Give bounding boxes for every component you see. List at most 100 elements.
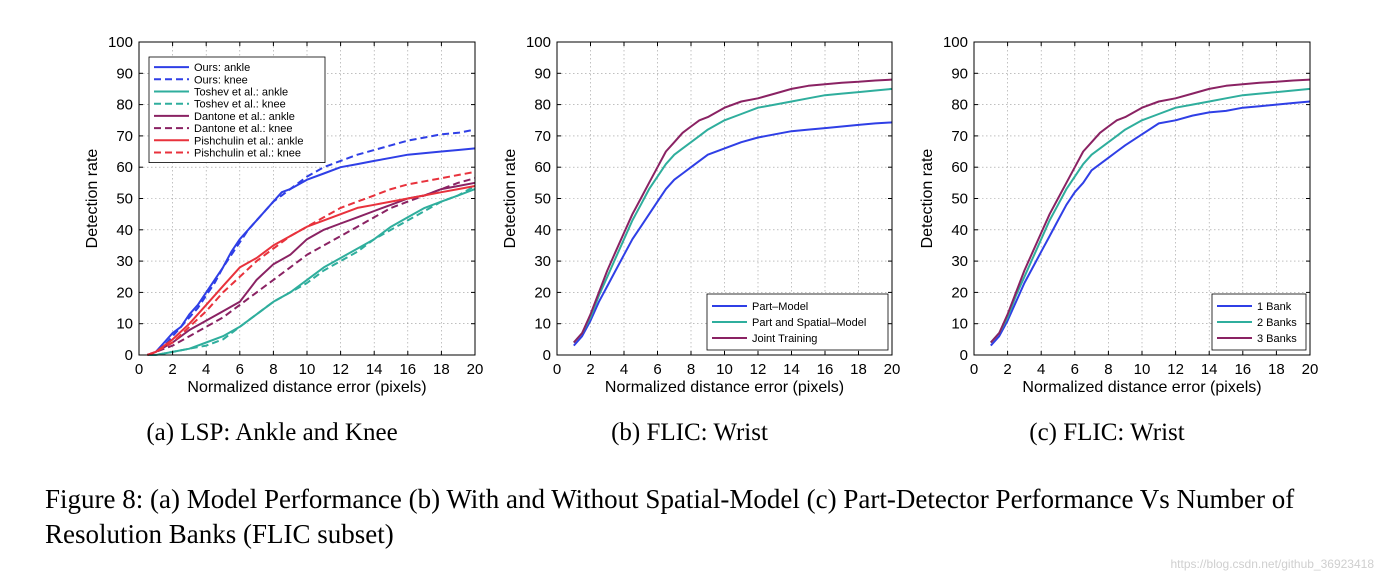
x-tick-label: 20	[884, 361, 901, 378]
series-line-3	[573, 78, 893, 344]
legend-label-2: Part and Spatial–Model	[752, 317, 866, 329]
y-tick-label: 80	[951, 97, 968, 114]
series-line-6	[147, 177, 476, 356]
series-line-1	[573, 121, 893, 347]
legend-label-7: Pishchulin et al.: ankle	[194, 135, 303, 147]
y-tick-label: 90	[116, 65, 133, 82]
watermark: https://blog.csdn.net/github_36923418	[1170, 557, 1375, 571]
x-tick-label: 14	[1201, 361, 1218, 378]
legend-label-1: Ours: ankle	[194, 62, 250, 74]
figure-caption: Figure 8: (a) Model Performance (b) With…	[45, 484, 1295, 549]
x-axis-label: Normalized distance error (pixels)	[605, 379, 844, 396]
y-tick-label: 0	[543, 347, 551, 364]
x-tick-label: 8	[687, 361, 695, 378]
y-tick-label: 40	[534, 222, 551, 239]
series-line-7	[147, 185, 476, 356]
y-tick-label: 100	[943, 34, 968, 51]
y-tick-label: 0	[125, 347, 133, 364]
y-tick-label: 60	[951, 159, 968, 176]
y-tick-label: 60	[534, 159, 551, 176]
x-tick-label: 10	[1134, 361, 1151, 378]
legend-label-3: Joint Training	[752, 333, 817, 345]
y-tick-label: 30	[951, 253, 968, 270]
y-tick-label: 100	[526, 34, 551, 51]
legend-label-4: Toshev et al.: knee	[194, 99, 286, 111]
series-line-2	[573, 87, 893, 344]
x-tick-label: 4	[202, 361, 210, 378]
x-tick-label: 8	[1104, 361, 1112, 378]
y-tick-label: 10	[951, 316, 968, 333]
y-tick-label: 80	[116, 97, 133, 114]
x-tick-label: 10	[299, 361, 316, 378]
x-tick-label: 6	[653, 361, 661, 378]
series-line-2	[147, 128, 476, 356]
y-axis-label: Detection rate	[84, 149, 101, 249]
legend: 1 Bank 2 Banks 3 Banks	[1211, 293, 1307, 351]
chart-panel-1: 0 2 4 6 8 10 12 14 16 18 20 0 10 20 30 40 50 60 70 80 90 100 N…	[84, 34, 483, 446]
x-tick-label: 0	[553, 361, 561, 378]
x-tick-label: 16	[817, 361, 834, 378]
y-tick-label: 20	[534, 284, 551, 301]
x-tick-label: 14	[366, 361, 383, 378]
chart-subtitle: (c) FLIC: Wrist	[1029, 419, 1185, 446]
y-tick-label: 20	[951, 284, 968, 301]
x-tick-label: 20	[1302, 361, 1319, 378]
y-axis-label: Detection rate	[502, 149, 519, 249]
x-tick-label: 10	[716, 361, 733, 378]
y-tick-label: 40	[951, 222, 968, 239]
legend-label-8: Pishchulin et al.: knee	[194, 148, 301, 160]
x-tick-label: 18	[1268, 361, 1285, 378]
y-tick-label: 90	[951, 65, 968, 82]
x-tick-label: 12	[1167, 361, 1184, 378]
y-tick-label: 30	[534, 253, 551, 270]
x-axis-label: Normalized distance error (pixels)	[187, 379, 426, 396]
x-tick-label: 4	[1037, 361, 1045, 378]
legend: Part–Model Part and Spatial–Model Joint Tr…	[706, 293, 889, 351]
y-tick-label: 20	[116, 284, 133, 301]
x-tick-label: 2	[168, 361, 176, 378]
series-line-3	[990, 78, 1311, 344]
x-tick-label: 6	[236, 361, 244, 378]
y-tick-label: 70	[116, 128, 133, 145]
y-tick-label: 10	[116, 316, 133, 333]
chart-subtitle: (b) FLIC: Wrist	[611, 419, 768, 446]
x-tick-label: 16	[399, 361, 416, 378]
series-line-3	[147, 188, 476, 356]
y-tick-label: 70	[951, 128, 968, 145]
legend-label-1: 1 Bank	[1257, 301, 1292, 313]
y-tick-label: 100	[108, 34, 133, 51]
y-tick-label: 10	[534, 316, 551, 333]
legend-box	[148, 56, 326, 163]
series-line-5	[147, 181, 476, 356]
y-tick-label: 50	[951, 191, 968, 208]
y-tick-label: 50	[116, 191, 133, 208]
legend-label-2: Ours: knee	[194, 74, 248, 86]
x-tick-label: 20	[467, 361, 484, 378]
x-tick-label: 12	[332, 361, 349, 378]
y-tick-label: 60	[116, 159, 133, 176]
legend-label-3: Toshev et al.: ankle	[194, 87, 288, 99]
x-tick-label: 6	[1071, 361, 1079, 378]
legend-label-2: 2 Banks	[1257, 317, 1297, 329]
x-tick-label: 18	[433, 361, 450, 378]
chart-panel-2: 0 2 4 6 8 10 12 14 16 18 20 0 10 20 30 40 50 60 70 80 90 100 N…	[502, 34, 900, 446]
x-axis-label: Normalized distance error (pixels)	[1022, 379, 1261, 396]
legend-label-5: Dantone et al.: ankle	[194, 111, 295, 123]
y-tick-label: 80	[534, 97, 551, 114]
x-tick-label: 14	[783, 361, 800, 378]
y-tick-label: 90	[534, 65, 551, 82]
y-tick-label: 40	[116, 222, 133, 239]
y-tick-label: 70	[534, 128, 551, 145]
x-tick-label: 2	[586, 361, 594, 378]
series-line-1	[147, 147, 476, 356]
x-tick-label: 16	[1234, 361, 1251, 378]
series-line-1	[990, 100, 1311, 347]
legend-label-6: Dantone et al.: knee	[194, 123, 292, 135]
series-line-2	[990, 87, 1311, 344]
x-tick-label: 8	[269, 361, 277, 378]
series-line-8	[147, 170, 476, 356]
y-tick-label: 30	[116, 253, 133, 270]
x-tick-label: 0	[135, 361, 143, 378]
